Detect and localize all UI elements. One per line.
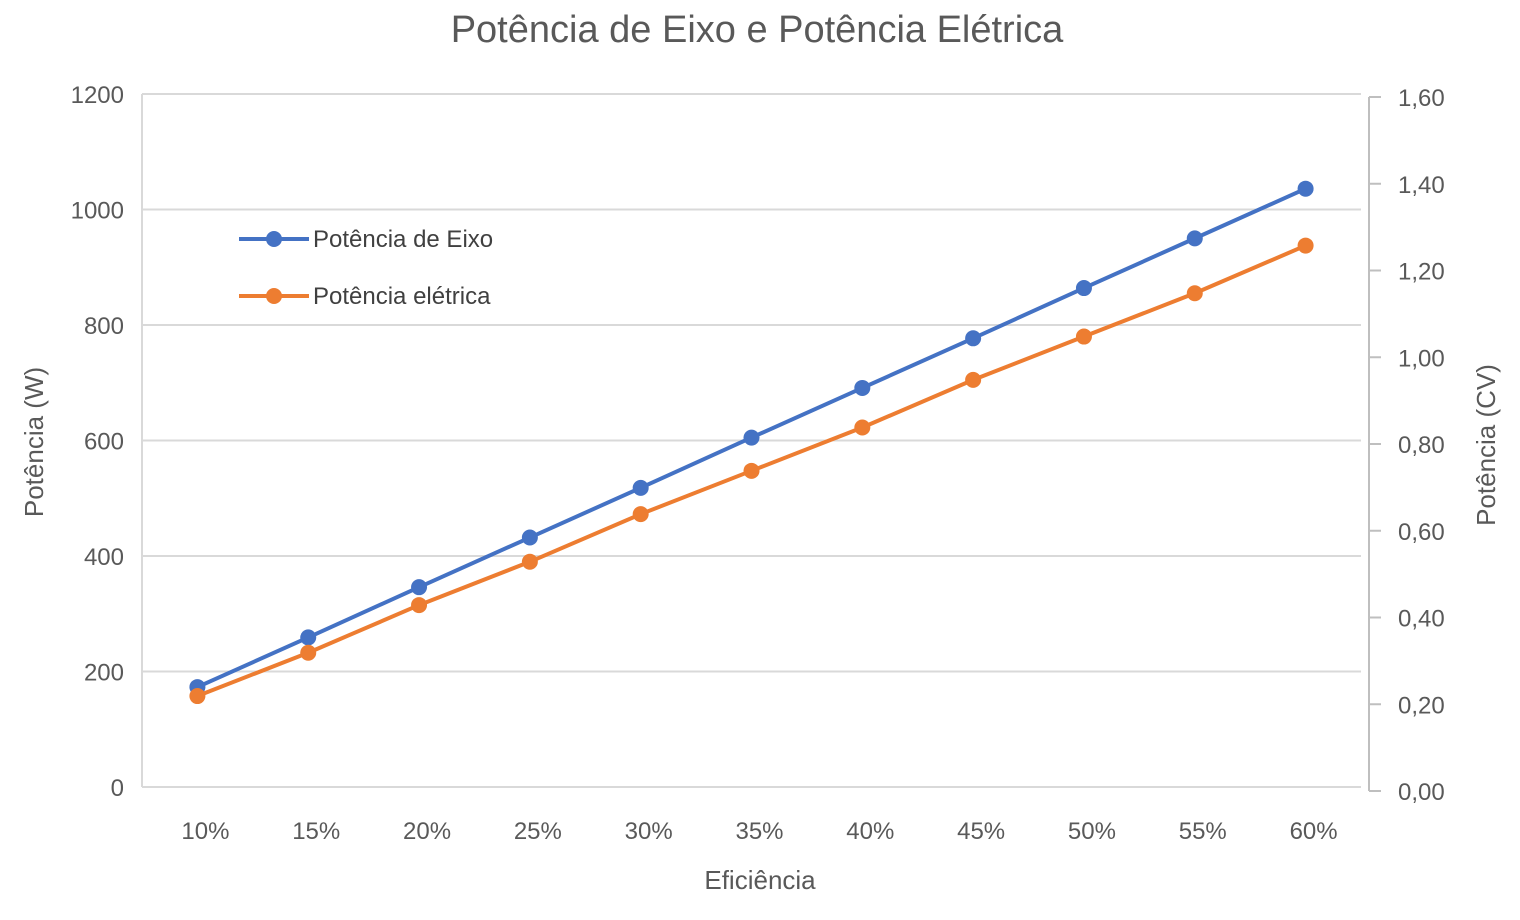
y2-tick-label: 1,60	[1398, 85, 1445, 112]
data-point	[411, 597, 428, 614]
left-y-ticks: 0 200 400 600 800 1000 1200	[71, 82, 124, 802]
legend-marker	[266, 288, 282, 304]
data-point	[743, 429, 760, 446]
x-tick-label: 50%	[1068, 818, 1116, 845]
y-tick-label: 600	[84, 429, 124, 456]
data-point	[189, 688, 206, 705]
legend: Potência de Eixo Potência elétrica	[239, 226, 493, 310]
y-tick-label: 200	[84, 660, 124, 687]
data-point	[965, 371, 982, 388]
data-point	[411, 579, 428, 596]
legend-label: Potência de Eixo	[313, 226, 493, 253]
x-tick-label: 45%	[957, 818, 1005, 845]
data-point	[521, 553, 538, 570]
data-point	[521, 529, 538, 546]
axes	[141, 94, 1381, 792]
x-tick-label: 15%	[292, 818, 340, 845]
right-y-axis-title: Potência (CV)	[1471, 364, 1501, 526]
y2-tick-label: 0,60	[1398, 519, 1445, 546]
data-point	[300, 644, 317, 661]
data-point	[1075, 328, 1092, 345]
data-point	[1297, 180, 1314, 197]
x-tick-label: 55%	[1179, 818, 1227, 845]
y2-tick-label: 0,00	[1398, 779, 1445, 806]
y-tick-label: 1200	[71, 82, 124, 109]
y2-tick-label: 1,00	[1398, 345, 1445, 372]
data-point	[1297, 237, 1314, 254]
right-y-ticks: 0,00 0,20 0,40 0,60 0,80 1,00 1,20 1,40 1,60	[1398, 85, 1445, 806]
x-tick-label: 25%	[514, 818, 562, 845]
x-tick-label: 60%	[1290, 818, 1338, 845]
x-tick-label: 20%	[403, 818, 451, 845]
y2-tick-label: 1,20	[1398, 259, 1445, 286]
data-point	[743, 462, 760, 479]
legend-label: Potência elétrica	[313, 283, 491, 310]
y-tick-label: 800	[84, 313, 124, 340]
y-tick-label: 0	[111, 775, 124, 802]
left-y-axis-title: Potência (W)	[19, 367, 49, 517]
y-tick-label: 1000	[71, 198, 124, 225]
data-point	[854, 419, 871, 436]
data-point	[1186, 230, 1203, 247]
data-point	[300, 629, 317, 646]
legend-marker	[266, 231, 282, 247]
data-point	[965, 330, 982, 347]
series-group	[189, 180, 1314, 705]
y2-tick-label: 0,80	[1398, 432, 1445, 459]
y2-tick-label: 0,40	[1398, 606, 1445, 633]
data-point	[854, 379, 871, 396]
data-point	[632, 479, 649, 496]
x-axis-title: Eficiência	[704, 865, 816, 895]
x-ticks: 10% 15% 20% 25% 30% 35% 40% 45% 50% 55% 60%	[181, 818, 1337, 845]
y2-tick-label: 0,20	[1398, 692, 1445, 719]
chart-title: Potência de Eixo e Potência Elétrica	[451, 9, 1064, 51]
data-point	[1186, 285, 1203, 302]
data-point	[632, 506, 649, 523]
x-tick-label: 40%	[846, 818, 894, 845]
x-tick-label: 10%	[181, 818, 229, 845]
gridlines	[142, 93, 1361, 673]
x-tick-label: 35%	[735, 818, 783, 845]
y-tick-label: 400	[84, 544, 124, 571]
y2-tick-label: 1,40	[1398, 172, 1445, 199]
x-tick-label: 30%	[625, 818, 673, 845]
data-point	[1075, 280, 1092, 297]
